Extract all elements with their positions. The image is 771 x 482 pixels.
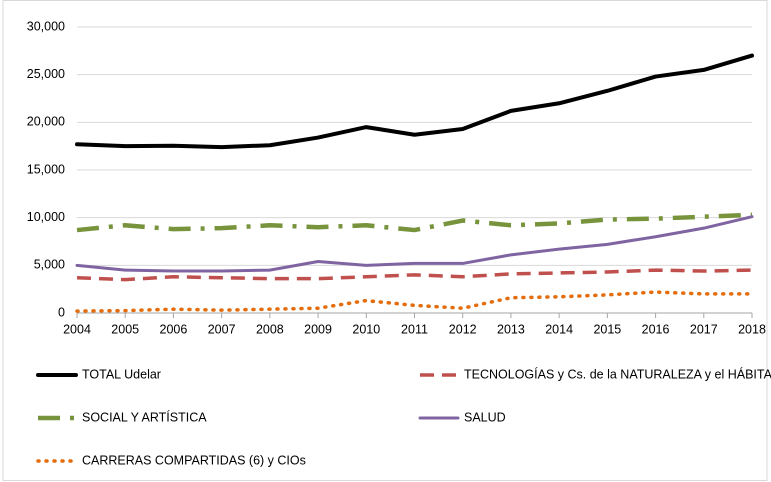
x-tick-label: 2014 <box>545 322 573 336</box>
x-tick-label: 2013 <box>497 322 525 336</box>
x-tick-label: 2016 <box>642 322 670 336</box>
x-tick-label: 2005 <box>111 322 139 336</box>
x-tick-label: 2015 <box>593 322 621 336</box>
series-line <box>76 268 753 282</box>
y-tick-label: 25,000 <box>27 67 65 81</box>
legend-label: TECNOLOGÍAS y Cs. de la NATURALEZA y el … <box>464 366 771 381</box>
x-tick-label: 2010 <box>352 322 380 336</box>
x-tick-label: 2018 <box>738 322 766 336</box>
x-tick-label: 2007 <box>208 322 236 336</box>
y-tick-label: 15,000 <box>27 162 65 176</box>
legend-label: SOCIAL Y ARTÍSTICA <box>82 409 207 424</box>
legend-label: TOTAL Udelar <box>82 367 161 381</box>
x-tick-label: 2008 <box>256 322 284 336</box>
y-tick-label: 20,000 <box>27 115 65 129</box>
legend-label: SALUD <box>464 410 506 424</box>
series-line <box>76 212 753 233</box>
x-tick-label: 2011 <box>401 322 428 336</box>
series-line <box>75 53 754 150</box>
x-tick-label: 2017 <box>690 322 718 336</box>
y-tick-label: 5,000 <box>34 258 65 272</box>
y-tick-label: 10,000 <box>27 210 65 224</box>
x-tick-label: 2004 <box>63 322 91 336</box>
x-tick-label: 2009 <box>304 322 332 336</box>
series-line <box>75 215 754 273</box>
y-tick-label: 0 <box>58 305 65 319</box>
legend-label: CARRERAS COMPARTIDAS (6) y CIOs <box>82 453 306 467</box>
x-tick-label: 2012 <box>449 322 477 336</box>
series-line <box>75 290 754 313</box>
x-tick-label: 2006 <box>160 322 188 336</box>
y-tick-label: 30,000 <box>27 19 65 33</box>
